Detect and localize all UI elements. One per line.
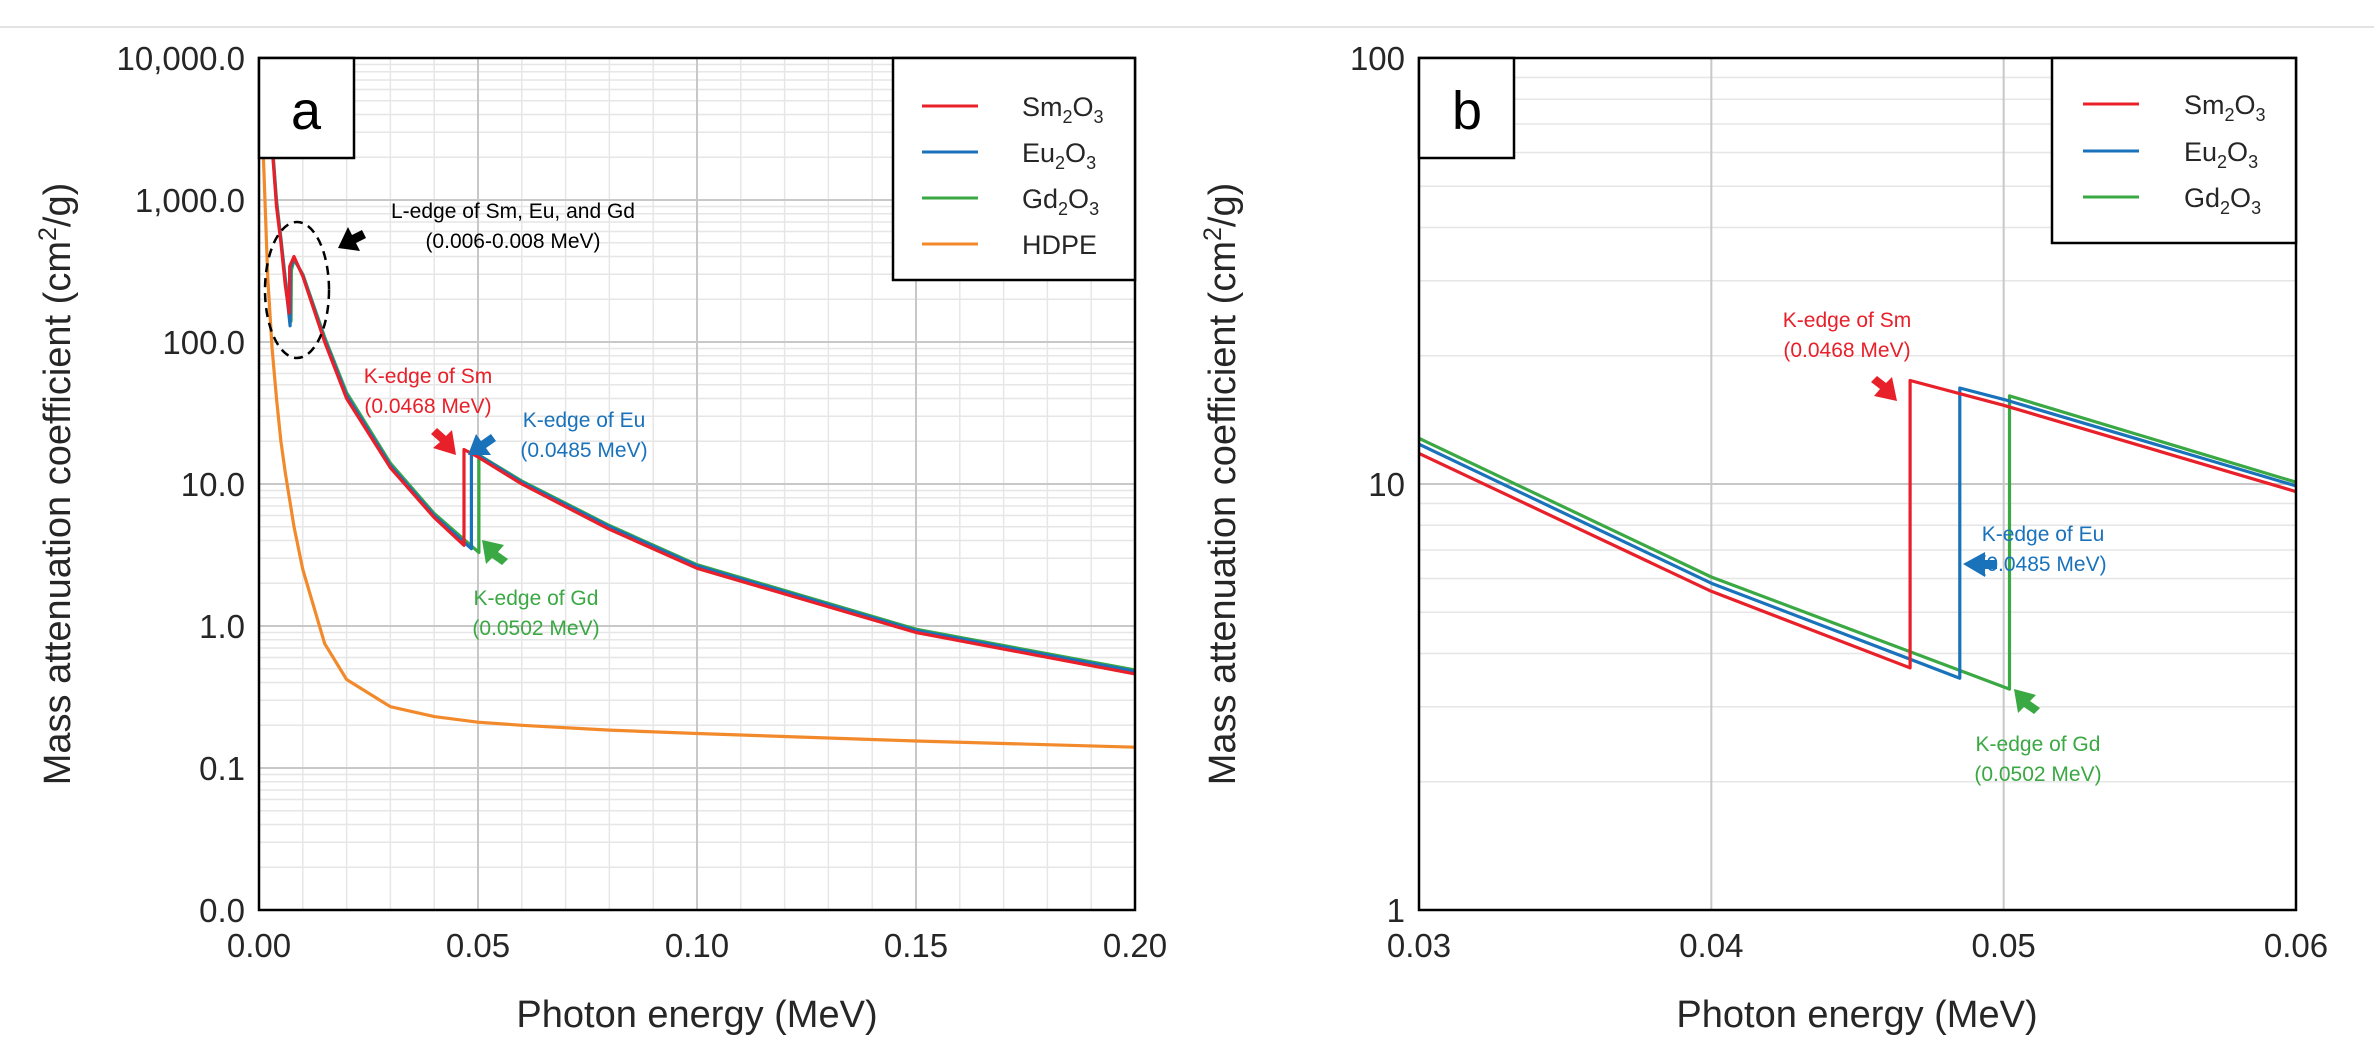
x-tick-label-a: 0.00 <box>227 927 291 964</box>
plot-frame-a <box>257 56 1137 912</box>
k-edge-gd-arrow-icon-b <box>2014 689 2040 714</box>
x-tick-label-a: 0.15 <box>884 927 948 964</box>
legend-box-a <box>891 56 1137 282</box>
ticks-a: 0.0 0.1 1.0 10.0 100.0 1,000.0 10,000.0 0.00 0.0… <box>117 40 1168 964</box>
l-edge-arrow-icon <box>338 227 366 251</box>
k-edge-eu-annotation-line2-a: (0.0485 MeV) <box>520 439 647 462</box>
x-axis-title-a: Photon energy (MeV) <box>516 994 877 1036</box>
chart-panel-b: 1 10 100 0.03 0.04 0.05 0.06 b Photon energy (… <box>1199 40 2328 1036</box>
panel-label-b: b <box>1452 81 1482 141</box>
x-tick-label-b: 0.03 <box>1387 927 1451 964</box>
legend-label-sm2o3-a: Sm2O3 <box>1022 92 1104 127</box>
k-edge-eu-annotation-line2-b: (0.0485 MeV) <box>1979 553 2106 576</box>
legend-label-eu2o3-b: Eu2O3 <box>2184 137 2258 172</box>
l-edge-annotation-line1: L-edge of Sm, Eu, and Gd <box>391 200 635 223</box>
x-tick-label-b: 0.06 <box>2264 927 2328 964</box>
legend-b: Sm2O3 Eu2O3 Gd2O3 <box>2050 56 2298 245</box>
y-tick-label-a: 0.1 <box>199 750 245 787</box>
plot-frame-b <box>1417 56 2298 912</box>
series-line-eu-b <box>1418 386 2297 680</box>
y-tick-label-a: 1,000.0 <box>135 182 245 219</box>
y-axis-title-a: Mass attenuation coefficient (cm2/g) <box>34 183 79 786</box>
y-tick-label-a: 1.0 <box>199 608 245 645</box>
legend-label-sm2o3-b: Sm2O3 <box>2184 90 2266 125</box>
k-edge-gd-annotation-line1-a: K-edge of Gd <box>474 587 599 610</box>
x-tick-label-b: 0.04 <box>1679 927 1743 964</box>
annotations-b: K-edge of Sm (0.0468 MeV) K-edge of Eu (… <box>1783 309 2107 786</box>
series-a <box>261 85 1136 749</box>
y-tick-label-b: 10 <box>1368 466 1405 503</box>
chart-panel-a: 0.0 0.1 1.0 10.0 100.0 1,000.0 10,000.0 0.00 0.0… <box>34 40 1167 1036</box>
series-line-sm-a <box>261 93 1136 676</box>
series-line-sm-b <box>1418 378 2297 670</box>
series-line-hdpe-a <box>261 157 1136 749</box>
x-tick-label-a: 0.20 <box>1103 927 1167 964</box>
k-edge-sm-annotation-line2-b: (0.0468 MeV) <box>1783 339 1910 362</box>
ticks-b: 1 10 100 0.03 0.04 0.05 0.06 <box>1350 40 2328 964</box>
k-edge-gd-annotation-line2-b: (0.0502 MeV) <box>1974 763 2101 786</box>
panel-label-a: a <box>291 81 322 141</box>
legend-label-gd2o3-a: Gd2O3 <box>1022 184 1099 219</box>
k-edge-eu-annotation-line1-b: K-edge of Eu <box>1982 523 2105 546</box>
panel-label-box-a <box>257 56 356 160</box>
y-axis-title-b: Mass attenuation coefficient (cm2/g) <box>1199 183 1244 786</box>
k-edge-eu-annotation-line1-a: K-edge of Eu <box>523 409 646 432</box>
y-tick-label-a: 10.0 <box>181 466 245 503</box>
x-tick-label-a: 0.05 <box>446 927 510 964</box>
series-line-gd-b <box>1418 394 2297 691</box>
k-edge-eu-arrow-icon-a <box>468 434 496 455</box>
k-edge-sm-annotation-line2-a: (0.0468 MeV) <box>364 395 491 418</box>
legend-a: Sm2O3 Eu2O3 Gd2O3 HDPE <box>891 56 1137 282</box>
y-tick-label-b: 100 <box>1350 40 1405 77</box>
legend-label-hdpe-a: HDPE <box>1022 230 1097 260</box>
k-edge-eu-arrow-icon-b <box>1963 552 1997 577</box>
panel-label-box-b <box>1417 56 1516 160</box>
x-tick-label-b: 0.05 <box>1972 927 2036 964</box>
k-edge-gd-annotation-line1-b: K-edge of Gd <box>1976 733 2101 756</box>
legend-label-eu2o3-a: Eu2O3 <box>1022 138 1096 173</box>
k-edge-sm-arrow-icon-a <box>431 428 456 455</box>
y-tick-label-a: 0.0 <box>199 892 245 929</box>
annotations-a: L-edge of Sm, Eu, and Gd (0.006-0.008 Me… <box>263 200 648 640</box>
k-edge-sm-annotation-line1-a: K-edge of Sm <box>364 365 492 388</box>
legend-label-gd2o3-b: Gd2O3 <box>2184 183 2261 218</box>
k-edge-sm-arrow-icon-b <box>1871 376 1897 401</box>
series-b <box>1418 378 2297 691</box>
x-tick-label-a: 0.10 <box>665 927 729 964</box>
k-edge-sm-annotation-line1-b: K-edge of Sm <box>1783 309 1911 332</box>
k-edge-gd-annotation-line2-a: (0.0502 MeV) <box>472 617 599 640</box>
l-edge-annotation-line2: (0.006-0.008 MeV) <box>425 230 600 253</box>
y-tick-label-a: 10,000.0 <box>117 40 245 77</box>
x-axis-title-b: Photon energy (MeV) <box>1676 994 2037 1036</box>
y-tick-label-b: 1 <box>1387 892 1405 929</box>
y-tick-label-a: 100.0 <box>162 324 245 361</box>
k-edge-gd-arrow-icon-a <box>482 540 508 565</box>
l-edge-highlight-ellipse <box>263 220 331 360</box>
